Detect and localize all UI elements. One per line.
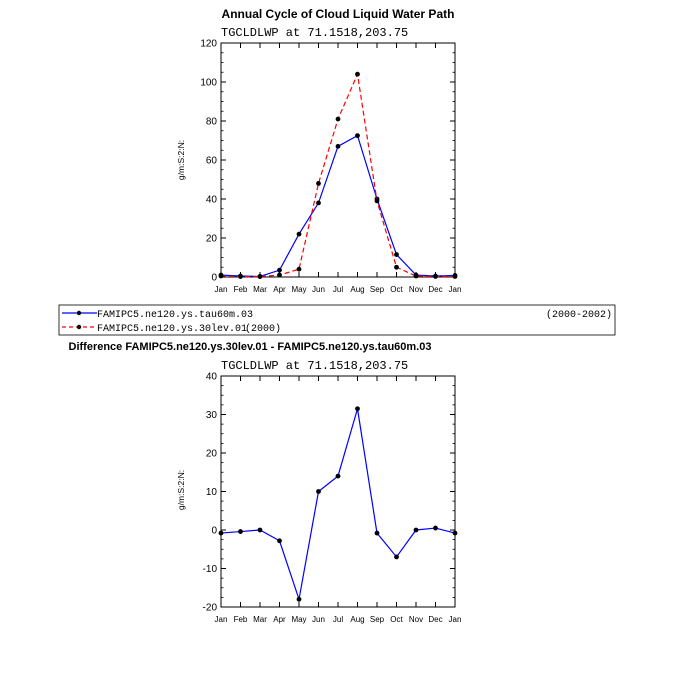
bottom-series-1-point [218,530,224,536]
top-ytick-label: 0 [211,273,217,284]
top-series-2-point [452,274,458,279]
bottom-series-1-point [355,406,360,412]
top-ytick-label: 120 [200,39,217,50]
top-xtick-label: Sep [370,285,385,294]
top-xtick-label: Dec [428,285,442,294]
legend-period-series-2: (2000) [245,323,281,335]
top-series-line-2 [220,72,455,278]
legend-label-series-1: FAMIPC5.ne120.ys.tau60m.03 [97,310,253,321]
top-series-2-point [433,274,438,279]
top-series-2-point [335,116,341,122]
bottom-series-1-point [257,527,263,533]
top-series-2-point [277,272,282,278]
bottom-xtick-label: Jul [333,615,343,624]
bottom-xtick-label: Aug [350,615,364,624]
legend-marker-series-2 [76,324,82,330]
top-xtick-label: Jan [215,285,228,294]
bottom-xtick-label: Nov [409,615,423,624]
bottom-xtick-label: Feb [234,615,248,624]
top-xtick-label: May [291,285,306,294]
bottom-series-1-point [394,554,399,560]
legend-period-series-1: (2000-2002) [546,309,612,321]
bottom-xtick-label: May [291,615,306,624]
top-series-2-point [316,181,321,186]
top-xtick-label: Nov [409,285,423,294]
bottom-ytick-label: -20 [203,603,218,614]
bottom-ytick-label: 0 [211,526,217,537]
bottom-xtick-label: Sep [370,615,385,624]
bottom-series-1-point [433,525,438,531]
top-series-2-point [413,273,419,279]
bottom-series-1-point [335,473,341,479]
bottom-series-1-point [296,596,302,602]
top-xtick-label: Jul [333,285,343,294]
top-xtick-label: Oct [390,285,403,294]
bottom-xtick-label: Oct [390,615,403,624]
top-chart-ylabel: g/m:S:2:N: [176,140,186,180]
top-xtick-label: Feb [234,285,248,294]
top-series-2-point [394,264,399,270]
bottom-xtick-label: Jan [449,615,462,624]
top-series-1-point [296,231,302,237]
top-xtick-label: Jan [449,285,462,294]
bottom-series-1-point [316,489,321,494]
bottom-xtick-label: Apr [273,615,286,624]
bottom-ytick-label: -10 [203,564,218,575]
top-series-1-point [316,200,321,206]
top-series-2-point [257,274,263,280]
bottom-series-1-point [374,530,380,536]
top-xtick-label: Jun [312,285,325,294]
top-series-1-point [335,143,341,149]
top-chart-subtitle: TGCLDLWP at 71.1518,203.75 [221,26,408,40]
top-series-1-point [394,252,399,257]
top-chart-title: Annual Cycle of Cloud Liquid Water Path [222,7,455,21]
bottom-xtick-label: Dec [428,615,442,624]
bottom-ytick-label: 20 [206,449,218,460]
bottom-xtick-label: Jun [312,615,325,624]
top-ytick-label: 20 [206,234,218,245]
legend-marker-series-1 [76,310,82,316]
bottom-series-1-point [238,529,243,534]
bottom-chart-subtitle: TGCLDLWP at 71.1518,203.75 [221,359,408,373]
top-series-2-point [238,274,243,280]
top-xtick-label: Mar [253,285,267,294]
bottom-series-line-1 [220,408,456,600]
top-series-line-1 [220,134,456,278]
top-plot-area: Jan Feb Mar Apr May Jun Jul Aug Sep Oct Nov Dec Jan0… [200,39,461,295]
bottom-xtick-label: Jan [215,615,228,624]
bottom-ytick-label: 40 [206,372,218,383]
top-ytick-label: 100 [200,78,217,89]
top-ytick-label: 60 [206,156,218,167]
bottom-series-1-point [277,538,282,544]
bottom-ytick-label: 30 [206,410,218,421]
top-series-2-point [355,71,360,77]
bottom-plot-area: Jan Feb Mar Apr May Jun Jul Aug Sep Oct Nov Dec Jan-… [203,372,462,625]
bottom-chart-ylabel: g/m:S:2:N: [176,470,186,510]
top-series-2-point [374,198,380,204]
bottom-series-1-point [452,530,458,536]
legend-box [58,304,616,336]
top-series-2-point [218,273,224,279]
bottom-ytick-label: 10 [206,487,218,498]
top-xtick-label: Aug [350,285,364,294]
bottom-series-1-point [413,527,419,533]
bottom-plot-frame [220,375,456,608]
top-series-2-point [296,266,302,272]
bottom-xtick-label: Mar [253,615,267,624]
bottom-chart-title: Difference FAMIPC5.ne120.ys.30lev.01 - F… [69,341,432,353]
top-xtick-label: Apr [273,285,286,294]
top-series-1-point [277,267,282,273]
legend-label-series-2: FAMIPC5.ne120.ys.30lev.01 [97,323,247,335]
legend-entry-series-2: FAMIPC5.ne120.ys.30lev.01 (2000) [62,323,281,335]
top-series-1-point [355,133,360,139]
legend-entry-series-1: FAMIPC5.ne120.ys.tau60m.03 (2000-2002) [62,309,612,321]
top-ytick-label: 40 [206,195,218,206]
top-ytick-label: 80 [206,117,218,128]
top-plot-frame [220,42,456,278]
